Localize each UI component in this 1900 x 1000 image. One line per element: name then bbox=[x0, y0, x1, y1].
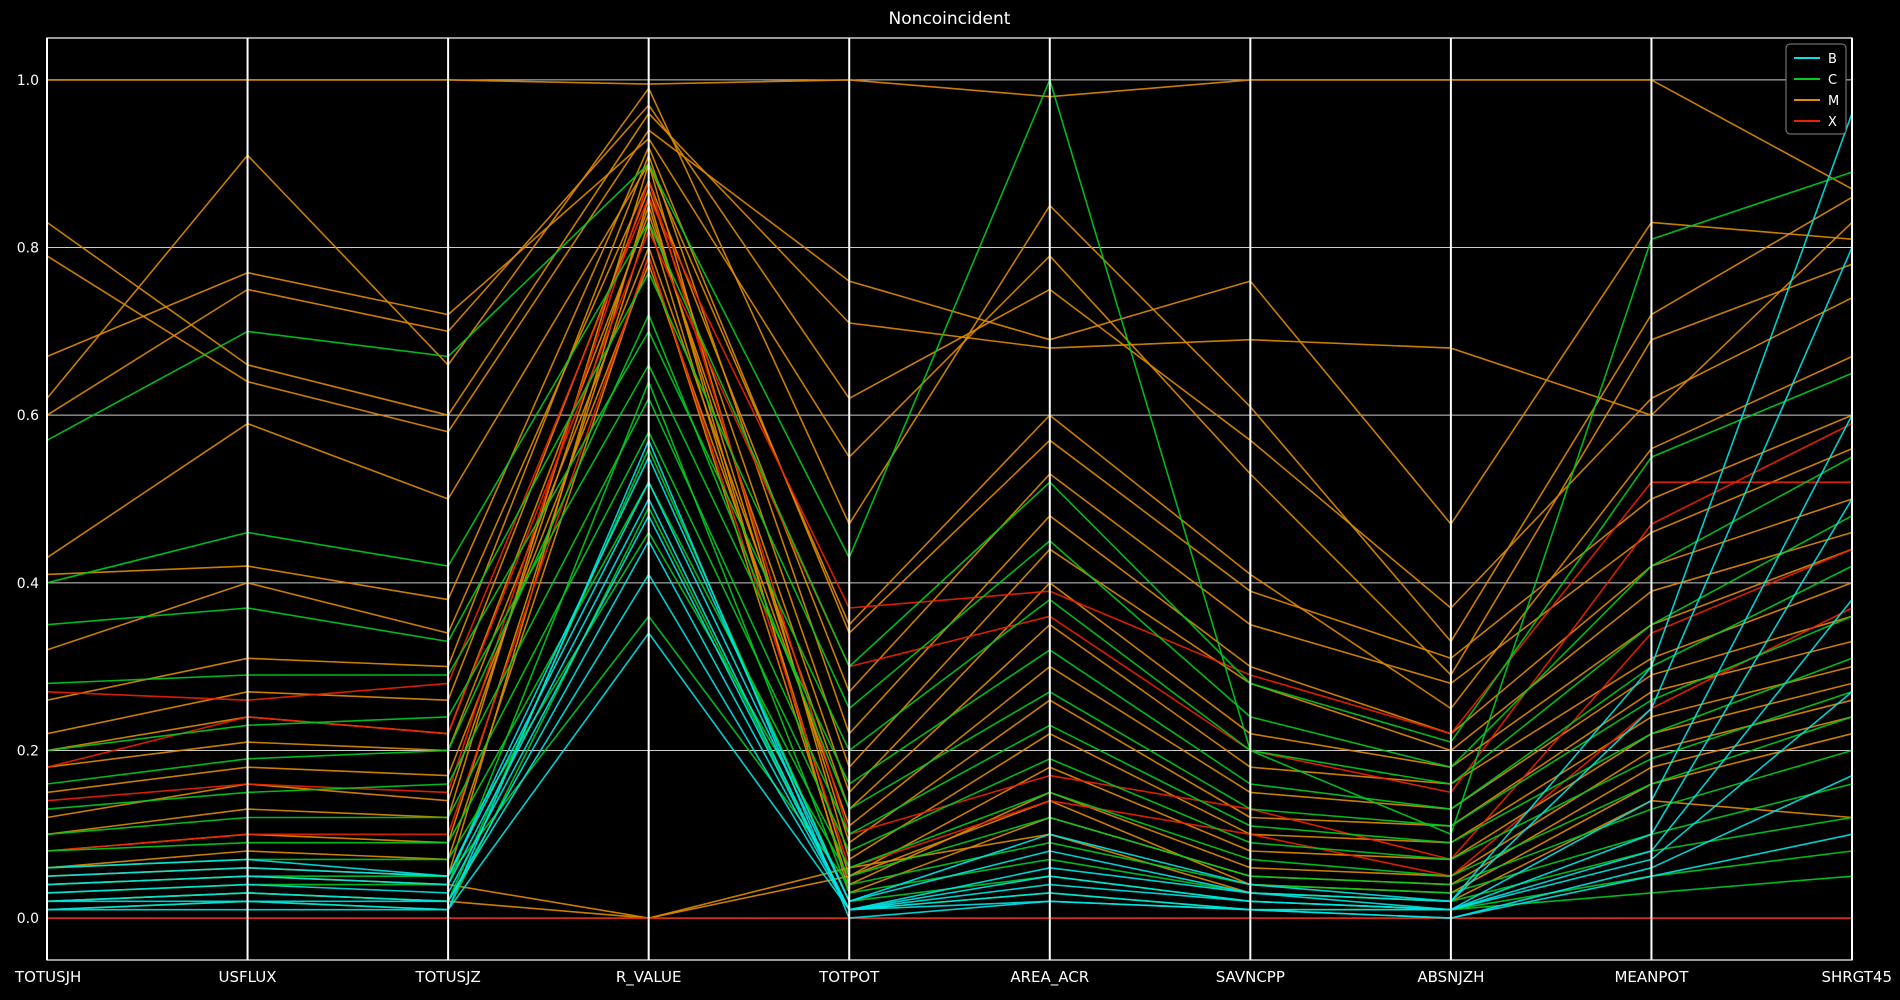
y-tick-label: 0.2 bbox=[17, 743, 39, 759]
axis-name-label: AREA_ACR bbox=[1010, 968, 1089, 987]
series-line-C bbox=[46, 79, 1853, 836]
series-line-X bbox=[46, 255, 1853, 878]
series-line-B bbox=[46, 247, 1853, 903]
axis-name-label: TOTUSJZ bbox=[414, 968, 480, 986]
series-line-B bbox=[46, 414, 1853, 911]
y-tick-label: 0.4 bbox=[17, 576, 39, 592]
series-line-M bbox=[46, 146, 1853, 660]
axis-name-label: TOTPOT bbox=[818, 968, 880, 986]
legend-label: M bbox=[1828, 94, 1839, 109]
series-line-M bbox=[46, 221, 1853, 878]
series-line-B bbox=[47, 439, 1853, 919]
series-line-B bbox=[46, 113, 1853, 903]
series-line-C bbox=[46, 330, 1853, 785]
series-line-M bbox=[46, 112, 1853, 417]
legend-label: B bbox=[1828, 52, 1837, 67]
series-line-C bbox=[46, 364, 1853, 810]
axis-name-label: SHRGT45 bbox=[1821, 968, 1892, 986]
series-line-B bbox=[46, 632, 1853, 919]
y-tick-labels: 0.0 0.2 0.4 0.6 0.8 1.0 bbox=[17, 73, 39, 927]
legend-label: X bbox=[1828, 115, 1837, 130]
legend-label: C bbox=[1828, 73, 1837, 88]
axis-name-label: USFLUX bbox=[219, 968, 277, 986]
plot-frame bbox=[46, 37, 1853, 961]
legend-box bbox=[1785, 43, 1847, 135]
series-line-B bbox=[46, 498, 1853, 911]
series-line-C bbox=[46, 615, 1853, 894]
series-line-M bbox=[46, 137, 1853, 676]
chart-title: Noncoincident bbox=[889, 9, 1011, 29]
series-line-C bbox=[46, 313, 1853, 827]
series-line-C bbox=[46, 431, 1853, 861]
series-line-C bbox=[46, 481, 1853, 878]
series-line-B bbox=[47, 573, 1853, 911]
series-line-X bbox=[46, 196, 1852, 735]
axis-name-label: ABSNJZH bbox=[1417, 968, 1484, 986]
y-tick-label: 1.0 bbox=[17, 73, 39, 89]
series-line-C bbox=[46, 271, 1853, 769]
y-tick-label: 0.8 bbox=[17, 241, 39, 257]
axis-name-label: SAVNCPP bbox=[1216, 968, 1285, 986]
series-line-M bbox=[46, 188, 1853, 769]
series-line-M bbox=[46, 263, 1853, 827]
series-line-C bbox=[46, 397, 1853, 844]
y-tick-label: 0.0 bbox=[17, 911, 39, 927]
series-line-C bbox=[46, 531, 1853, 886]
series-line-M bbox=[46, 87, 1853, 643]
series-line-M bbox=[46, 104, 1853, 609]
axis-name-label: MEANPOT bbox=[1614, 968, 1689, 986]
axis-name-label: R_VALUE bbox=[616, 968, 682, 987]
series-line-M bbox=[46, 162, 1853, 861]
series-line-M bbox=[46, 129, 1853, 525]
y-tick-label: 0.6 bbox=[17, 408, 39, 424]
series-line-C bbox=[46, 221, 1853, 743]
axis-name-label: TOTUSJH bbox=[14, 968, 81, 986]
series-line-X bbox=[46, 230, 1853, 794]
series-lines bbox=[46, 79, 1853, 919]
axis-name-labels: TOTUSJH USFLUX TOTUSJZ R_VALUE TOTPOT AREA_AC… bbox=[14, 968, 1892, 987]
series-line-B bbox=[46, 540, 1853, 911]
series-line-M bbox=[47, 79, 1853, 190]
series-line-M bbox=[46, 204, 1853, 844]
